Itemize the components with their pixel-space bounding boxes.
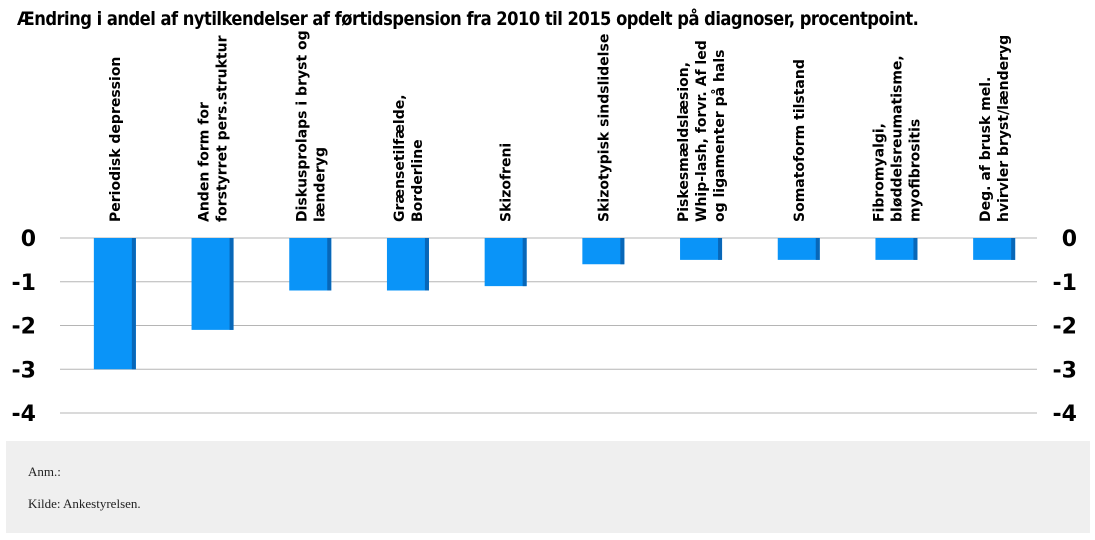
footnote-note: Anm.: xyxy=(28,464,61,479)
bar-shadow xyxy=(913,238,918,260)
bar xyxy=(777,238,820,260)
category-label-line: hvirvler bryst/lænderyg xyxy=(996,35,1012,222)
category-label-line: Grænsetilfælde, xyxy=(392,94,408,222)
footnote-source: Kilde: Ankestyrelsen. xyxy=(28,496,141,511)
y-tick-label-right: -4 xyxy=(1053,402,1077,427)
chart-title: Ændring i andel af nytilkendelser af før… xyxy=(17,8,919,30)
y-tick-label-right: -3 xyxy=(1053,358,1077,383)
category-label-line: Whip-lash, forvr. Af led xyxy=(694,40,710,222)
category-label-line: lænderyg xyxy=(312,147,328,222)
bar xyxy=(484,238,527,287)
y-tick-label-right: -2 xyxy=(1053,315,1077,340)
bar-shadow xyxy=(424,238,429,291)
category-label-line: Diskusprolaps i bryst og xyxy=(294,30,310,222)
bar-shadow xyxy=(131,238,136,370)
category-label-line: Borderline xyxy=(410,139,426,222)
y-tick-label-left: -4 xyxy=(12,402,36,427)
y-tick-label-right: -1 xyxy=(1053,271,1077,296)
bar xyxy=(289,238,332,291)
footnote-box: Anm.: Kilde: Ankestyrelsen. xyxy=(6,441,1090,533)
category-label-line: Skizotypisk sindslidelse xyxy=(596,34,612,222)
bar-shadow xyxy=(718,238,723,260)
category-label-line: myofibrositis xyxy=(907,119,923,222)
category-label-line: Anden form for xyxy=(197,102,213,222)
bar-shadow xyxy=(1011,238,1016,260)
category-label-line: Somatoform tilstand xyxy=(792,59,808,222)
category-label-line: Deg. af brusk mel. xyxy=(978,77,994,222)
bar xyxy=(680,238,723,260)
y-tick-label-left: -3 xyxy=(12,358,36,383)
bar xyxy=(973,238,1016,260)
category-label-line: Fibromyalgi, xyxy=(871,123,887,222)
y-tick-label-left: 0 xyxy=(21,227,36,252)
gridlines xyxy=(60,237,1037,414)
y-tick-label-left: -1 xyxy=(12,271,36,296)
bar xyxy=(191,238,234,330)
bar xyxy=(93,238,136,370)
bar-shadow xyxy=(815,238,820,260)
y-tick-label-left: -2 xyxy=(12,315,36,340)
category-label-line: Skizofreni xyxy=(499,143,515,222)
bar xyxy=(582,238,625,265)
category-label-line: Periodisk depression xyxy=(108,57,124,222)
category-label-line: Piskesmældslæsion, xyxy=(676,62,692,222)
bars xyxy=(93,238,1016,370)
y-tick-label-right: 0 xyxy=(1062,227,1077,252)
category-labels: Periodisk depression Anden form for forsty… xyxy=(108,30,1012,222)
bar-shadow xyxy=(229,238,234,330)
bar-chart: Periodisk depression Anden form for forsty… xyxy=(12,30,1077,427)
bar xyxy=(386,238,429,291)
bar xyxy=(875,238,918,260)
category-label-line: og ligamenter på hals xyxy=(711,50,728,222)
bar-shadow xyxy=(327,238,332,291)
category-label-line: bløddelsreumatisme, xyxy=(889,55,905,222)
category-label-line: forstyrret pers.struktur xyxy=(215,35,231,222)
bar-shadow xyxy=(522,238,527,287)
y-axis-ticks: 0 0 -1 -1 -2 -2 -3 -3 -4 -4 xyxy=(12,227,1077,427)
bar-shadow xyxy=(620,238,625,265)
